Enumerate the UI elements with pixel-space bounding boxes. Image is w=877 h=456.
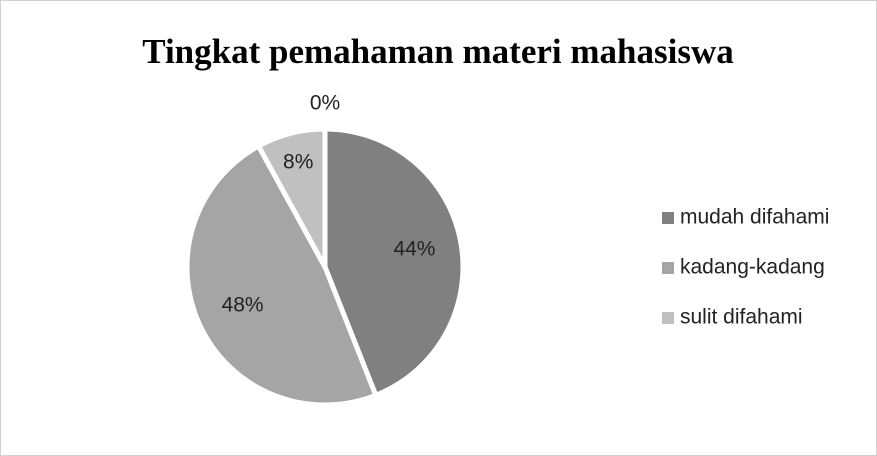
legend-label: mudah difahami — [680, 206, 829, 229]
legend-label: kadang-kadang — [680, 256, 825, 279]
legend-swatch — [662, 262, 674, 274]
pie-slice — [184, 143, 379, 408]
data-label: 44% — [393, 237, 435, 260]
legend-label: sulit difahami — [680, 306, 803, 329]
data-label: 48% — [222, 293, 264, 316]
pie-slice — [256, 126, 328, 270]
legend-swatch — [662, 312, 674, 324]
chart-title: Tingkat pemahaman materi mahasiswa — [142, 32, 733, 71]
data-label: 8% — [283, 150, 313, 173]
pie-slice — [322, 126, 466, 398]
data-label: 0% — [310, 92, 340, 115]
legend-swatch — [662, 212, 674, 224]
